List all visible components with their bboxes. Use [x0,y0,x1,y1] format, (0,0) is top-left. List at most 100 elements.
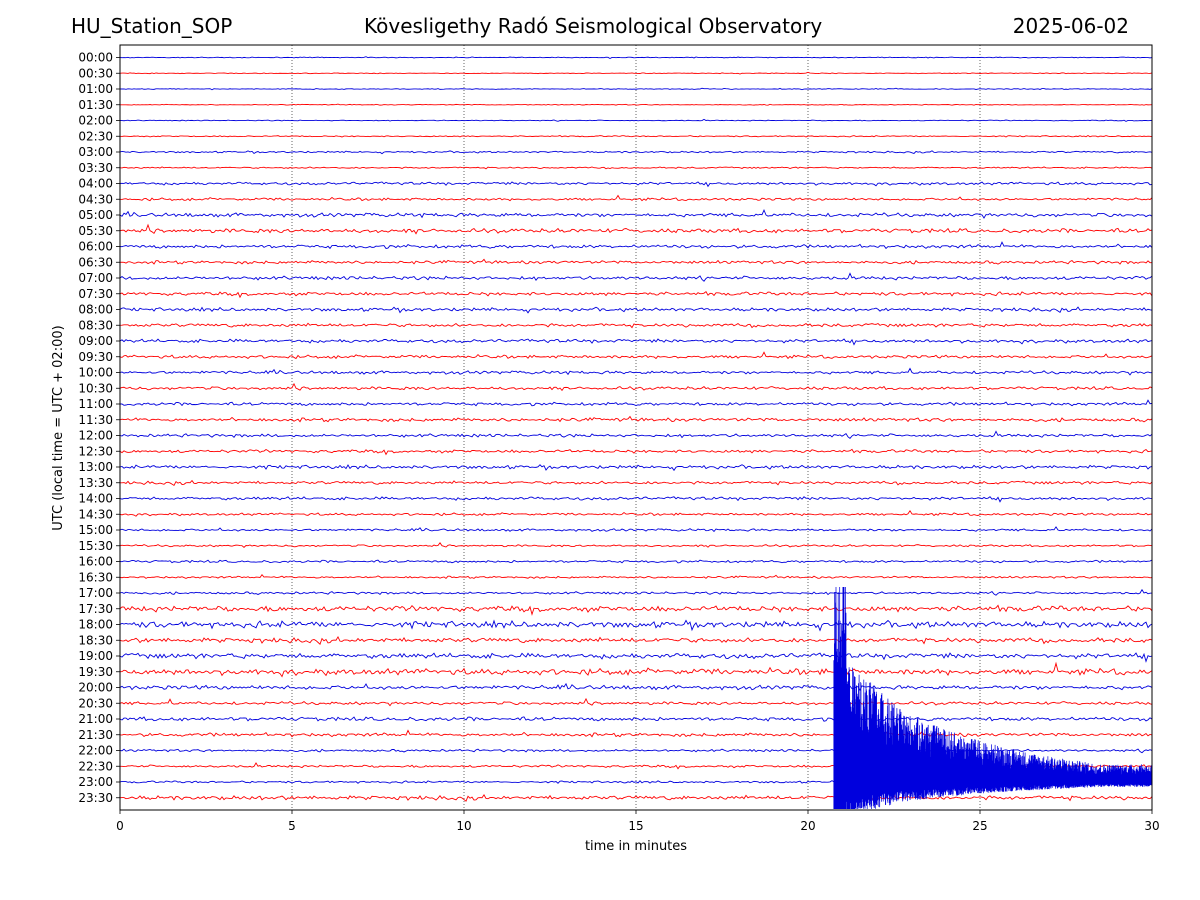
trace-1030 [119,382,1153,392]
trace-0630 [119,258,1153,265]
xtick-label-20: 20 [800,819,815,833]
ytick-label-1900: 19:00 [78,649,113,663]
ytick-label-0700: 07:00 [78,271,113,285]
ytick-label-1330: 13:30 [78,476,113,490]
trace-1300 [119,464,1153,472]
ytick-label-2100: 21:00 [78,712,113,726]
ytick-label-2130: 21:30 [78,728,113,742]
ytick-label-1000: 10:00 [78,366,113,380]
ytick-label-1700: 17:00 [78,586,113,600]
xtick-label-25: 25 [972,819,987,833]
trace-2130 [119,729,1153,738]
trace-1330 [119,479,1153,486]
ytick-label-1400: 14:00 [78,492,113,506]
trace-2030 [119,697,1153,707]
trace-1130 [119,415,1153,423]
trace-0730 [119,291,1153,299]
ytick-label-0900: 09:00 [78,334,113,348]
trace-0200 [119,118,1153,122]
ytick-label-1830: 18:30 [78,633,113,647]
seismogram-traces [119,56,1153,802]
ytick-label-1030: 10:30 [78,381,113,395]
ytick-label-1630: 16:30 [78,570,113,584]
event-waveform [833,586,1153,810]
trace-1800 [119,619,1153,632]
ytick-label-0600: 06:00 [78,240,113,254]
x-axis-label: time in minutes [585,839,687,854]
ytick-label-1130: 11:30 [78,413,113,427]
trace-0130 [119,103,1153,106]
trace-0530 [119,223,1153,235]
date-label: 2025-06-02 [1012,14,1129,38]
trace-0430 [119,194,1153,202]
xtick-label-30: 30 [1144,819,1159,833]
x-tick-labels: 0 5 10 15 20 25 30 [116,810,1160,833]
ytick-label-0330: 03:30 [78,161,113,175]
trace-0600 [119,241,1153,250]
ytick-label-0030: 00:30 [78,66,113,80]
trace-1200 [119,430,1153,439]
trace-2100 [119,716,1153,722]
trace-1400 [119,496,1153,503]
ytick-label-1100: 11:00 [78,397,113,411]
ytick-label-2000: 20:00 [78,681,113,695]
trace-0030 [119,71,1153,75]
ytick-label-2330: 23:30 [78,791,113,805]
ytick-label-0630: 06:30 [78,255,113,269]
ytick-label-2030: 20:30 [78,696,113,710]
trace-0400 [119,181,1153,188]
trace-1700 [119,588,1153,596]
trace-0930 [119,351,1153,360]
ytick-label-0000: 00:00 [78,51,113,65]
xtick-label-0: 0 [116,819,124,833]
trace-1600 [119,559,1153,564]
ytick-label-0130: 01:30 [78,98,113,112]
trace-0900 [119,338,1153,346]
ytick-label-2230: 22:30 [78,759,113,773]
ytick-label-1430: 14:30 [78,507,113,521]
ytick-label-0730: 07:30 [78,287,113,301]
xtick-label-10: 10 [456,819,471,833]
ytick-label-1230: 12:30 [78,444,113,458]
trace-1930 [119,661,1153,678]
ytick-label-0400: 04:00 [78,177,113,191]
trace-0000 [119,56,1153,59]
trace-1000 [119,367,1153,376]
ytick-label-2200: 22:00 [78,744,113,758]
ytick-label-1500: 15:00 [78,523,113,537]
trace-1730 [119,604,1153,616]
ytick-label-0800: 08:00 [78,303,113,317]
trace-2330 [119,794,1153,802]
ytick-label-1930: 19:30 [78,665,113,679]
ytick-label-0200: 02:00 [78,114,113,128]
ytick-label-0300: 03:00 [78,145,113,159]
ytick-label-1300: 13:00 [78,460,113,474]
trace-0330 [119,166,1153,170]
trace-0800 [119,306,1153,314]
trace-1430 [119,509,1153,517]
ytick-label-0930: 09:30 [78,350,113,364]
trace-0100 [119,87,1153,91]
trace-1100 [120,399,1153,407]
ytick-label-0230: 02:30 [78,129,113,143]
ytick-label-0500: 05:00 [78,208,113,222]
trace-0500 [119,208,1153,219]
ytick-label-1800: 18:00 [78,618,113,632]
ytick-label-0430: 04:30 [78,192,113,206]
trace-0300 [119,150,1153,155]
ytick-label-1200: 12:00 [78,429,113,443]
ytick-label-1530: 15:30 [78,539,113,553]
ytick-label-1730: 17:30 [78,602,113,616]
station-name: HU_Station_SOP [71,14,233,38]
trace-1500 [119,526,1153,533]
trace-2000 [119,682,1153,691]
ytick-label-0100: 01:00 [78,82,113,96]
ytick-label-0530: 05:30 [78,224,113,238]
ytick-label-1600: 16:00 [78,555,113,569]
y-axis-label: UTC (local time = UTC + 02:00) [51,325,66,530]
trace-1830 [119,635,1153,646]
trace-0700 [119,272,1153,282]
observatory-title: Kövesligethy Radó Seismological Observat… [364,14,823,38]
